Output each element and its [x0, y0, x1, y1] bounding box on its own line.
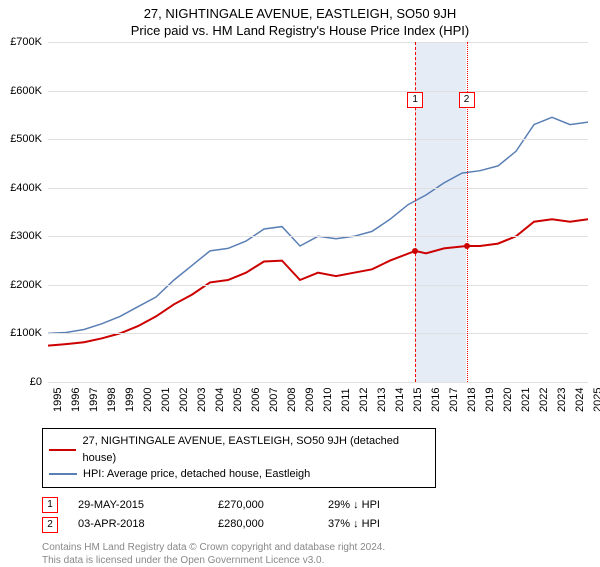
x-axis-label: 2017: [448, 388, 460, 412]
sale-marker-box: 1: [407, 92, 423, 108]
legend-swatch-price-paid: [49, 449, 76, 451]
chart-subtitle: Price paid vs. HM Land Registry's House …: [0, 23, 600, 38]
legend-label-hpi: HPI: Average price, detached house, East…: [83, 466, 310, 483]
y-axis-label: £100K: [10, 327, 48, 339]
chart-container: 27, NIGHTINGALE AVENUE, EASTLEIGH, SO50 …: [0, 6, 600, 566]
x-axis-label: 2003: [196, 388, 208, 412]
x-axis-label: 2022: [538, 388, 550, 412]
y-axis-label: £600K: [10, 85, 48, 97]
sales-price-1: £270,000: [218, 496, 308, 516]
gridline: [48, 333, 588, 334]
x-axis-label: 2015: [412, 388, 424, 412]
sales-price-2: £280,000: [218, 515, 308, 535]
x-axis-label: 2014: [394, 388, 406, 412]
sales-date-2: 03-APR-2018: [78, 515, 198, 535]
plot-area: £0£100K£200K£300K£400K£500K£600K£700K199…: [48, 42, 588, 382]
x-axis-label: 2006: [250, 388, 262, 412]
y-axis-label: £500K: [10, 133, 48, 145]
x-axis-label: 2000: [142, 388, 154, 412]
sales-date-1: 29-MAY-2015: [78, 496, 198, 516]
x-axis-label: 2023: [556, 388, 568, 412]
x-axis-label: 2011: [340, 388, 352, 412]
x-axis-label: 2013: [376, 388, 388, 412]
x-axis-label: 2019: [484, 388, 496, 412]
y-axis-label: £200K: [10, 279, 48, 291]
x-axis-label: 2002: [178, 388, 190, 412]
y-axis-label: £700K: [10, 36, 48, 48]
gridline: [48, 139, 588, 140]
gridline: [48, 91, 588, 92]
sales-table: 1 29-MAY-2015 £270,000 29% ↓ HPI 2 03-AP…: [42, 496, 600, 536]
gridline: [48, 382, 588, 383]
sales-row: 2 03-APR-2018 £280,000 37% ↓ HPI: [42, 515, 600, 535]
chart-title: 27, NIGHTINGALE AVENUE, EASTLEIGH, SO50 …: [0, 6, 600, 21]
sales-marker-2: 2: [42, 517, 58, 533]
gridline: [48, 236, 588, 237]
series-price_paid: [48, 219, 588, 345]
x-axis-label: 1996: [70, 388, 82, 412]
x-axis-label: 2018: [466, 388, 478, 412]
legend-label-price-paid: 27, NIGHTINGALE AVENUE, EASTLEIGH, SO50 …: [82, 433, 429, 466]
y-axis-label: £400K: [10, 182, 48, 194]
legend-row-hpi: HPI: Average price, detached house, East…: [49, 466, 429, 483]
x-axis-label: 1998: [106, 388, 118, 412]
sales-marker-1: 1: [42, 497, 58, 513]
x-axis-label: 2010: [322, 388, 334, 412]
line-series-svg: [48, 42, 588, 382]
x-axis-label: 2001: [160, 388, 172, 412]
attribution-line-1: Contains HM Land Registry data © Crown c…: [42, 541, 600, 554]
legend-row-price-paid: 27, NIGHTINGALE AVENUE, EASTLEIGH, SO50 …: [49, 433, 429, 466]
attribution-line-2: This data is licensed under the Open Gov…: [42, 554, 600, 567]
chart-area: £0£100K£200K£300K£400K£500K£600K£700K199…: [40, 42, 600, 402]
sales-hpi-2: 37% ↓ HPI: [328, 515, 418, 535]
x-axis-label: 2012: [358, 388, 370, 412]
x-axis-label: 1999: [124, 388, 136, 412]
x-axis-label: 2021: [520, 388, 532, 412]
x-axis-label: 2020: [502, 388, 514, 412]
sale-marker-box: 2: [459, 92, 475, 108]
attribution: Contains HM Land Registry data © Crown c…: [42, 541, 600, 567]
series-hpi: [48, 117, 588, 333]
legend-box: 27, NIGHTINGALE AVENUE, EASTLEIGH, SO50 …: [42, 428, 436, 488]
x-axis-label: 2008: [286, 388, 298, 412]
x-axis-label: 2005: [232, 388, 244, 412]
x-axis-label: 2007: [268, 388, 280, 412]
y-axis-label: £0: [30, 376, 48, 388]
gridline: [48, 188, 588, 189]
x-axis-label: 2016: [430, 388, 442, 412]
gridline: [48, 42, 588, 43]
sale-point-marker: [412, 248, 418, 254]
sale-point-marker: [464, 243, 470, 249]
y-axis-label: £300K: [10, 230, 48, 242]
x-axis-label: 1995: [52, 388, 64, 412]
x-axis-label: 2004: [214, 388, 226, 412]
gridline: [48, 285, 588, 286]
x-axis-label: 2024: [574, 388, 586, 412]
x-axis-label: 2009: [304, 388, 316, 412]
sales-row: 1 29-MAY-2015 £270,000 29% ↓ HPI: [42, 496, 600, 516]
x-axis-label: 1997: [88, 388, 100, 412]
legend-swatch-hpi: [49, 473, 77, 475]
sales-hpi-1: 29% ↓ HPI: [328, 496, 418, 516]
x-axis-label: 2025: [592, 388, 600, 412]
